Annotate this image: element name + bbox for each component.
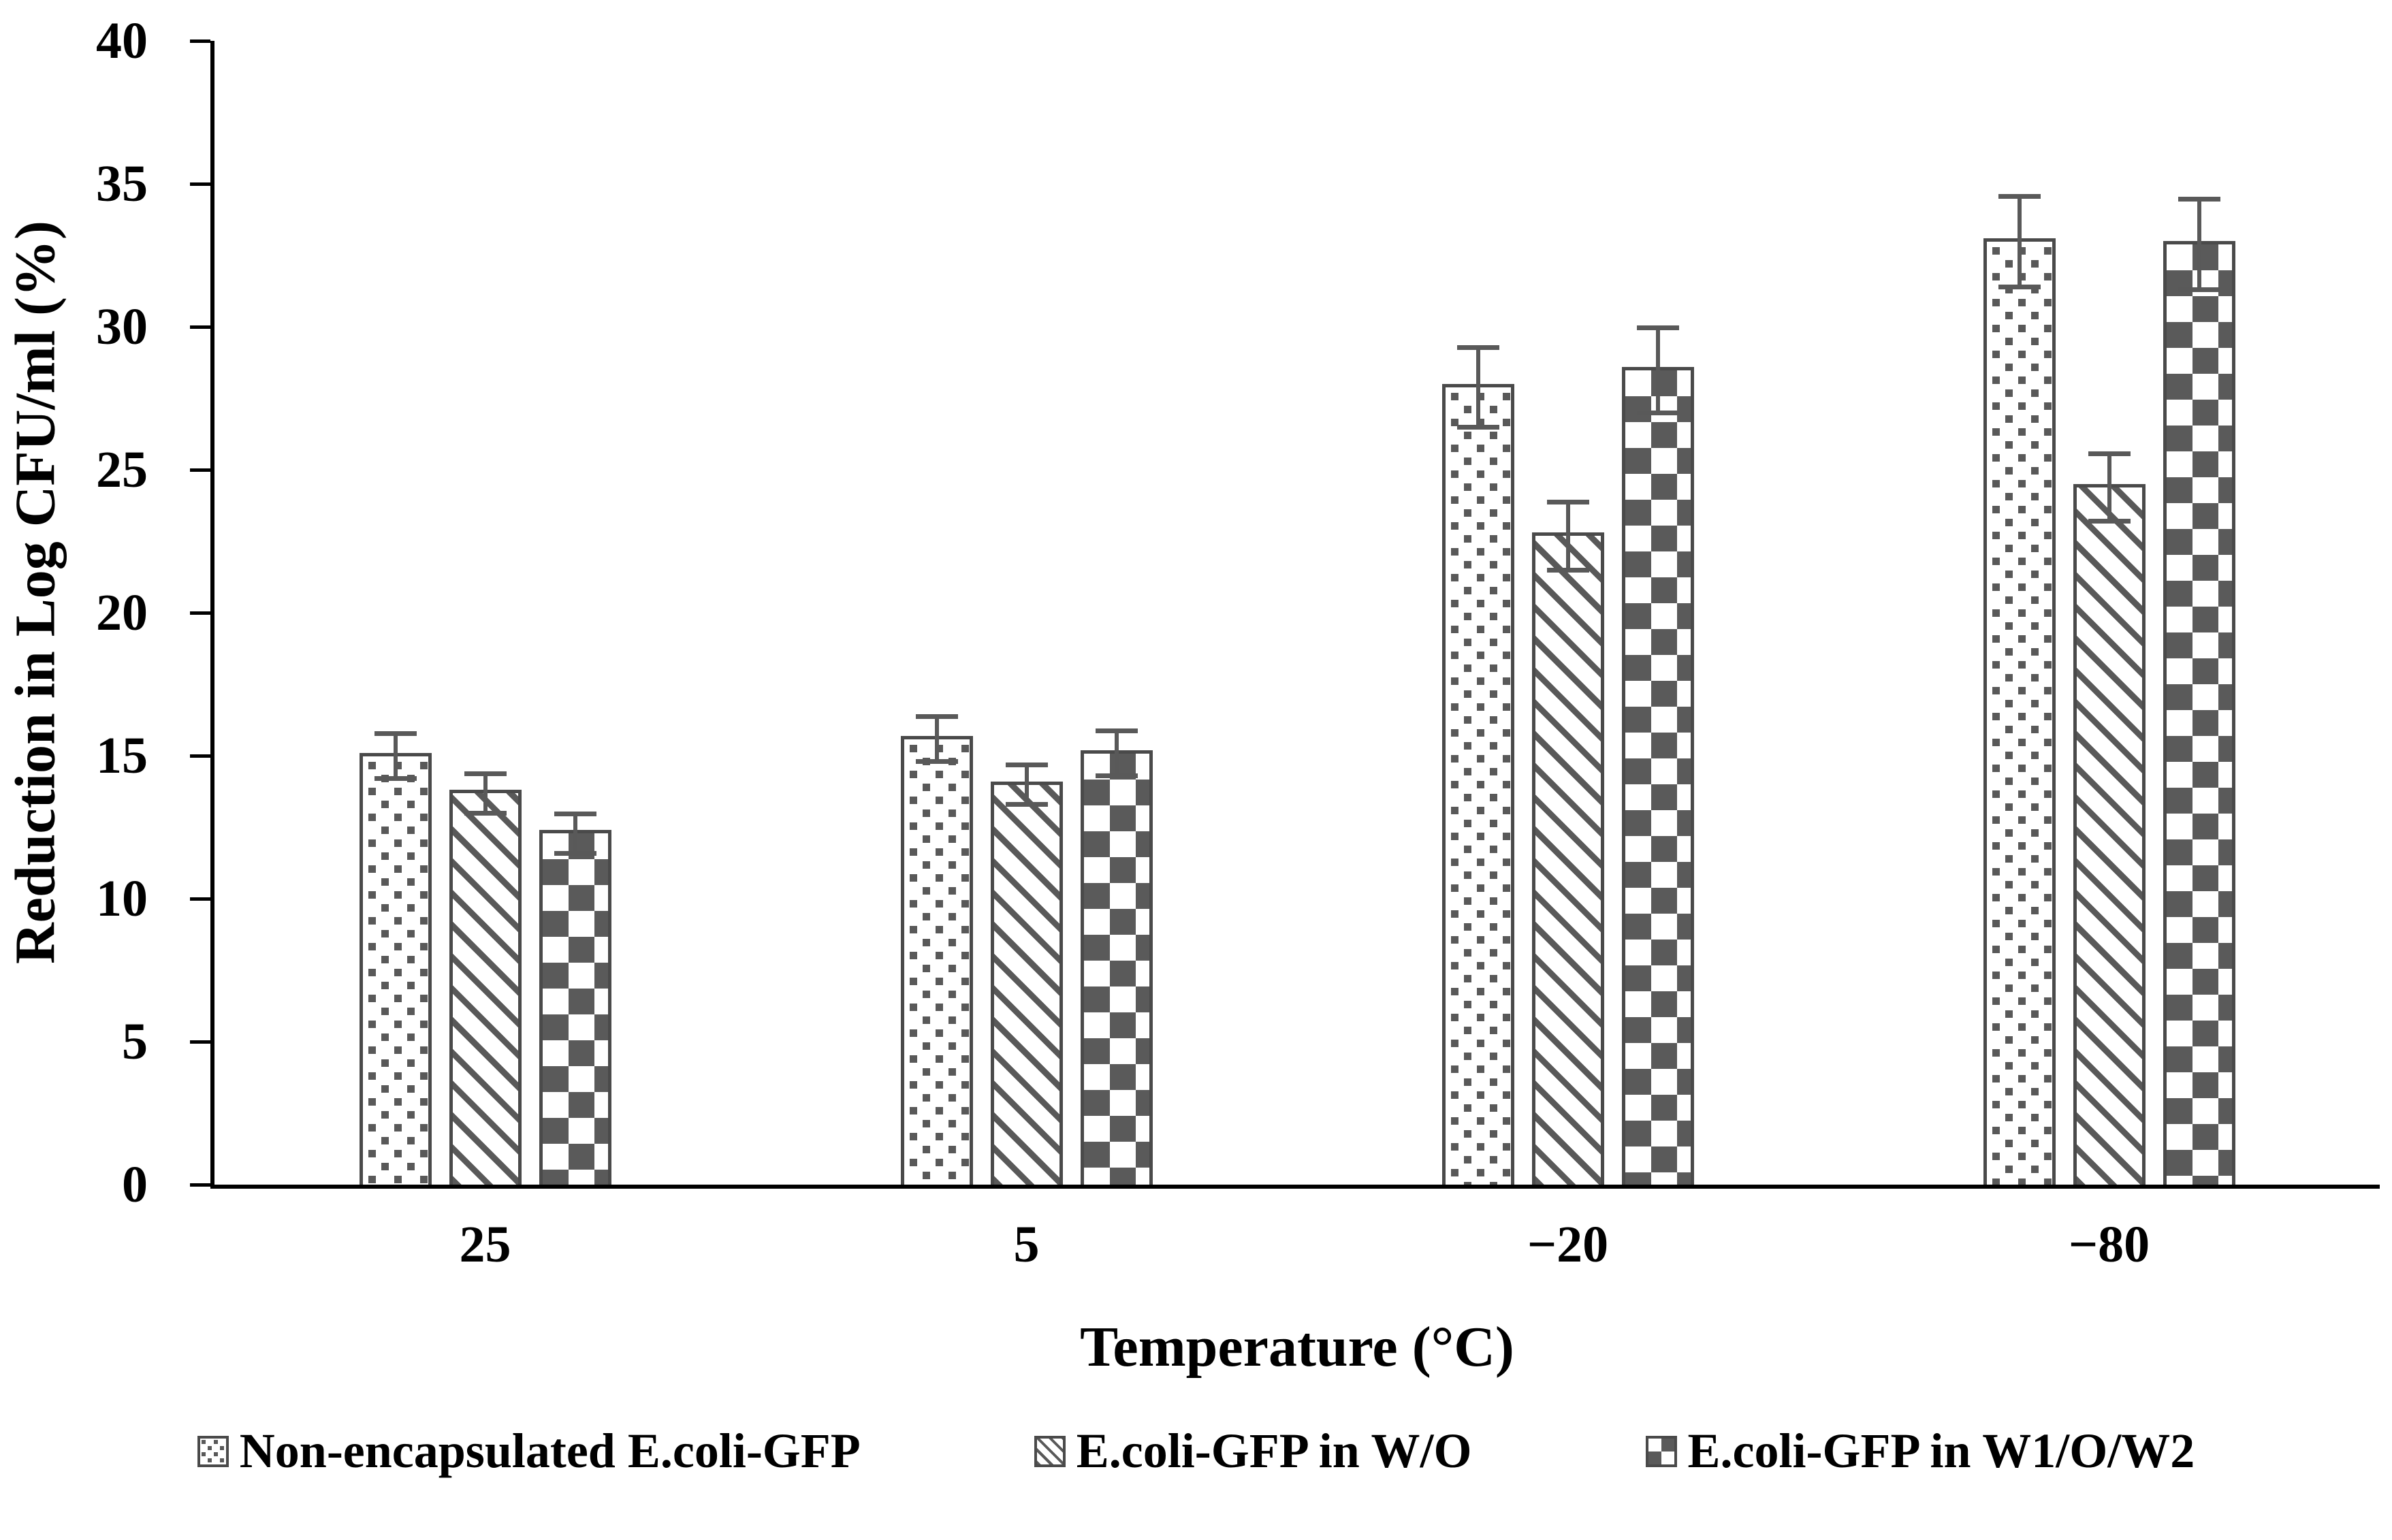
error-bar-cap-top — [554, 811, 596, 816]
bar-dots-5 — [900, 714, 973, 1185]
x-tick-label-−80: −80 — [2068, 1216, 2150, 1273]
bar-group-25 — [214, 41, 756, 1185]
error-bar-cap-bottom — [1456, 424, 1499, 430]
y-tick-label: 10 — [96, 870, 148, 927]
error-bar-line — [1655, 327, 1660, 413]
bar-diag-−80 — [2073, 451, 2146, 1185]
bar-dots-25 — [359, 731, 432, 1185]
error-bar-cap-bottom — [2088, 519, 2131, 524]
error-bar-cap-bottom — [464, 810, 507, 816]
y-tick — [190, 468, 210, 472]
y-tick-label: 0 — [122, 1156, 148, 1213]
error-bar-cap-top — [1546, 500, 1589, 505]
checker-pattern-swatch-icon — [1645, 1435, 1677, 1467]
bar-diag-5 — [990, 763, 1063, 1185]
x-axis-labels: 25 5 −20 −80 — [214, 1219, 2380, 1270]
error-bar-line — [2197, 198, 2201, 291]
error-bar-cap-top — [1005, 763, 1048, 768]
error-bar-cap-top — [374, 731, 417, 737]
bar-checker-−80 — [2163, 196, 2235, 1185]
error-bar-line — [1565, 502, 1570, 571]
x-tick-label-5: 5 — [1013, 1216, 1040, 1273]
legend: Non-encapsulated E.coli-GFP E.coli-GFP i… — [0, 1423, 2392, 1479]
y-tick — [190, 39, 210, 43]
y-tick — [190, 754, 210, 758]
y-tick-label: 40 — [96, 12, 148, 69]
diagonal-pattern-swatch-icon — [1034, 1435, 1066, 1467]
bar-checker-−20 — [1621, 325, 1694, 1185]
error-bar-cap-bottom — [1636, 410, 1679, 415]
error-bar-cap-bottom — [554, 850, 596, 856]
bar-group-−80 — [1838, 41, 2380, 1185]
bar-diag-25 — [449, 771, 522, 1185]
legend-label-wo: E.coli-GFP in W/O — [1076, 1424, 1472, 1478]
error-bar-cap-bottom — [1998, 285, 2041, 289]
dots-pattern-swatch-icon — [197, 1435, 229, 1467]
x-tick-label-−20: −20 — [1527, 1216, 1609, 1273]
error-bar-line — [393, 733, 398, 780]
error-bar-cap-top — [464, 771, 507, 777]
y-tick-label: 25 — [96, 441, 148, 498]
y-tick-label: 20 — [96, 584, 148, 641]
y-tick — [190, 611, 210, 615]
y-tick — [190, 182, 210, 186]
error-bar-cap-top — [1095, 728, 1138, 734]
error-bar-cap-bottom — [2178, 287, 2220, 293]
error-bar-cap-top — [1636, 325, 1679, 330]
bar-dots-−20 — [1441, 345, 1514, 1185]
y-axis-line — [210, 41, 214, 1185]
error-bar-line — [1024, 765, 1029, 805]
x-axis-baseline — [210, 1185, 2380, 1189]
y-tick-label: 30 — [96, 298, 148, 355]
bar-checker-25 — [539, 811, 611, 1185]
bar-checker-5 — [1080, 728, 1153, 1185]
y-tick — [190, 897, 210, 901]
legend-label-non-encapsulated: Non-encapsulated E.coli-GFP — [239, 1424, 861, 1478]
error-bar-line — [1114, 731, 1119, 777]
y-tick — [190, 1183, 210, 1187]
y-tick — [190, 1040, 210, 1044]
error-bar-cap-bottom — [1005, 802, 1048, 807]
error-bar-cap-bottom — [915, 759, 958, 765]
plot-area: 0 5 10 15 20 25 30 35 40 — [96, 15, 2380, 1210]
error-bar-line — [573, 813, 577, 854]
error-bar-line — [483, 773, 488, 814]
error-bar-line — [1476, 347, 1480, 428]
error-bar-cap-top — [2178, 196, 2220, 202]
y-tick-label: 35 — [96, 155, 148, 212]
error-bar-line — [934, 716, 939, 763]
error-bar-cap-bottom — [1546, 567, 1589, 573]
legend-item-wo: E.coli-GFP in W/O — [1034, 1423, 1472, 1479]
bar-groups — [214, 41, 2380, 1185]
error-bar-cap-top — [1456, 345, 1499, 351]
y-tick-label: 5 — [122, 1013, 148, 1070]
bar-group-5 — [756, 41, 1297, 1185]
bar-dots-−80 — [1983, 193, 2056, 1185]
legend-item-non-encapsulated: Non-encapsulated E.coli-GFP — [197, 1423, 861, 1479]
y-tick-label: 15 — [96, 727, 148, 784]
error-bar-cap-top — [1998, 193, 2041, 199]
error-bar-line — [2017, 195, 2022, 288]
legend-label-w1ow2: E.coli-GFP in W1/O/W2 — [1687, 1424, 2195, 1478]
bar-diag-−20 — [1531, 500, 1604, 1185]
x-axis-title: Temperature (°C) — [1080, 1315, 1514, 1379]
x-tick-label-25: 25 — [459, 1216, 511, 1273]
legend-item-w1ow2: E.coli-GFP in W1/O/W2 — [1645, 1423, 2195, 1479]
y-tick — [190, 325, 210, 329]
error-bar-cap-top — [2088, 451, 2131, 456]
error-bar-cap-top — [915, 714, 958, 720]
y-axis-title: Reduction in Log CFU/ml (%) — [3, 221, 67, 964]
error-bar-cap-bottom — [1095, 773, 1138, 779]
error-bar-line — [2107, 453, 2111, 522]
error-bar-cap-bottom — [374, 776, 417, 782]
bar-group-−20 — [1297, 41, 1838, 1185]
